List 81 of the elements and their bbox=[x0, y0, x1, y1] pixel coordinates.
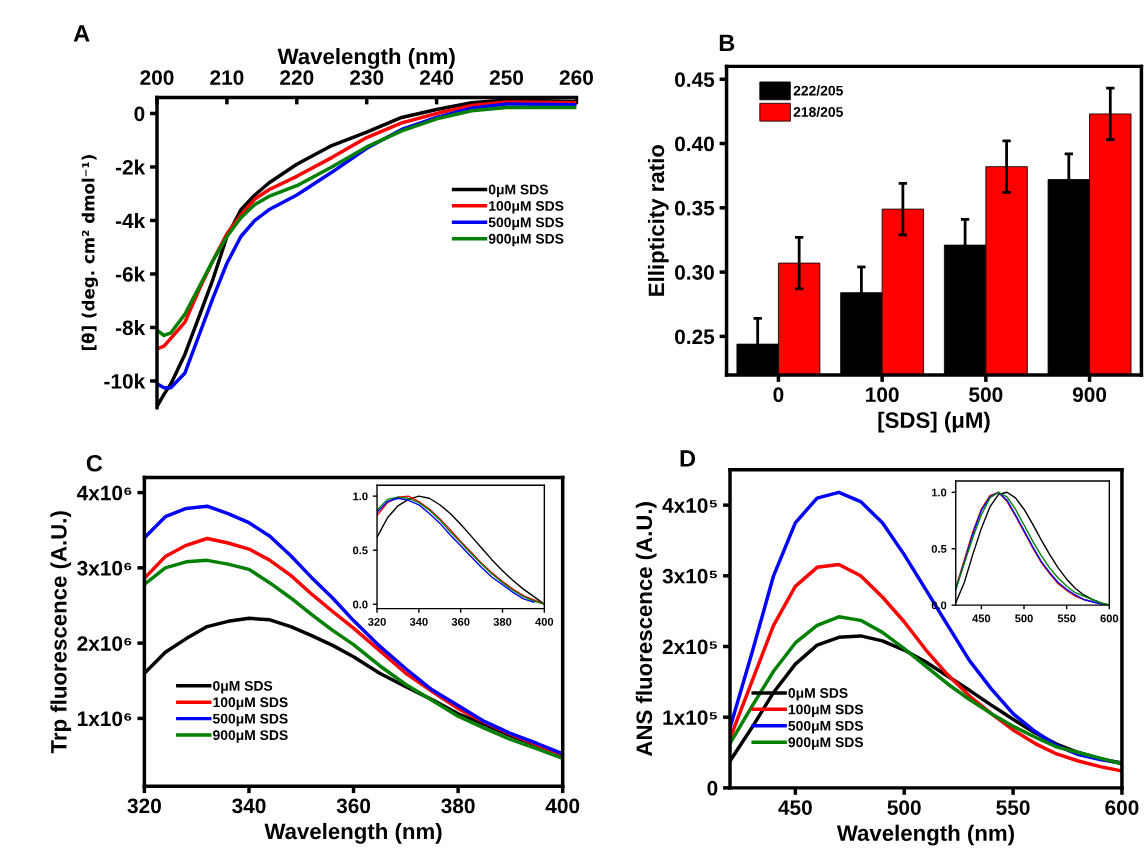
legend-label: 500μM SDS bbox=[788, 720, 864, 734]
y-tick-label: 0 bbox=[134, 106, 145, 122]
y-tick-label: 0.0 bbox=[353, 600, 368, 609]
x-axis-title: Wavelength (nm) bbox=[264, 822, 442, 844]
legend-label: 100μM SDS bbox=[213, 697, 288, 710]
x-tick-label: 400 bbox=[545, 798, 580, 814]
x-tick-label: 210 bbox=[210, 70, 244, 85]
x-tick-label: 0 bbox=[773, 387, 784, 403]
x-tick-label: 320 bbox=[368, 617, 386, 626]
y-tick-label: 2x10⁶ bbox=[77, 636, 132, 651]
y-tick-label: -10k bbox=[104, 373, 146, 389]
legend-label: 100μM SDS bbox=[788, 704, 864, 718]
y-tick-label: 4x10⁶ bbox=[76, 485, 132, 501]
x-tick-label: 380 bbox=[493, 617, 512, 626]
y-axis-title: Ellipticity ratio bbox=[647, 144, 669, 296]
x-tick-label: 600 bbox=[1105, 800, 1139, 815]
line-series bbox=[730, 562, 1122, 773]
y-tick-label: 0.35 bbox=[675, 200, 715, 216]
y-tick-label: 0 bbox=[707, 780, 718, 796]
y-axis-title: ANS fluorescence (A.U.) bbox=[635, 502, 657, 757]
y-tick-label: -4k bbox=[115, 212, 146, 229]
y-tick-label: 0.40 bbox=[675, 136, 714, 152]
x-tick-label: 600 bbox=[1100, 614, 1119, 623]
x-axis-title: Wavelength (nm) bbox=[836, 824, 1014, 846]
chart-title: A bbox=[73, 25, 90, 42]
y-tick-label: -6k bbox=[115, 266, 146, 282]
y-axis-title: Trp fluorescence (A.U.) bbox=[50, 511, 72, 754]
legend-label: 222/205 bbox=[793, 85, 843, 96]
y-tick-label: 1x10⁵ bbox=[663, 710, 717, 725]
y-tick-label: -8k bbox=[115, 319, 146, 336]
legend-label: 900μM SDS bbox=[788, 737, 864, 750]
y-tick-label: 1x10⁶ bbox=[77, 711, 132, 727]
y-tick-label: 1.0 bbox=[353, 492, 368, 501]
y-tick-label: 4x10⁵ bbox=[662, 498, 717, 513]
x-tick-label: 260 bbox=[559, 70, 593, 85]
legend-label: 900μM SDS bbox=[488, 233, 564, 247]
legend-label: 0μM SDS bbox=[788, 688, 848, 701]
chart-title: C bbox=[86, 454, 103, 472]
y-tick-label: 0.30 bbox=[675, 265, 714, 280]
y-axis-title: [θ] (deg. cm² dmol⁻¹) bbox=[81, 155, 98, 351]
y-tick-label: 0.45 bbox=[675, 72, 715, 87]
x-tick-label: 340 bbox=[232, 798, 266, 814]
x-axis-title: Wavelength (nm) bbox=[277, 47, 455, 69]
chart-title: D bbox=[680, 450, 696, 467]
y-tick-label: 0.5 bbox=[931, 544, 947, 553]
legend-label: 0μM SDS bbox=[213, 680, 273, 694]
legend-label: 500μM SDS bbox=[212, 713, 288, 727]
x-tick-label: 500 bbox=[969, 387, 1003, 403]
y-tick-label: 0.5 bbox=[353, 546, 368, 555]
y-tick-label: 2x10⁵ bbox=[662, 639, 717, 655]
x-tick-label: 900 bbox=[1072, 387, 1107, 403]
x-tick-label: 240 bbox=[419, 70, 454, 85]
x-tick-label: 100 bbox=[866, 387, 899, 403]
y-tick-label: 3x10⁵ bbox=[662, 568, 717, 584]
chart-title: B bbox=[719, 34, 735, 51]
x-axis-title: [SDS] (μM) bbox=[878, 411, 990, 433]
y-tick-label: 0.25 bbox=[675, 329, 715, 345]
x-tick-label: 450 bbox=[972, 614, 991, 623]
y-tick-label: 3x10⁶ bbox=[77, 560, 132, 576]
legend-label: 900μM SDS bbox=[213, 730, 288, 743]
legend-label: 500μM SDS bbox=[488, 217, 564, 230]
x-tick-label: 340 bbox=[409, 617, 428, 626]
x-tick-label: 230 bbox=[350, 70, 384, 85]
x-tick-label: 450 bbox=[778, 800, 812, 815]
y-tick-label: -2k bbox=[115, 159, 146, 175]
x-tick-label: 550 bbox=[1057, 614, 1076, 623]
legend-label: 218/205 bbox=[793, 106, 843, 118]
x-tick-label: 200 bbox=[140, 70, 174, 85]
legend-label: 100μM SDS bbox=[489, 201, 564, 214]
x-tick-label: 500 bbox=[1015, 614, 1033, 623]
x-tick-label: 320 bbox=[127, 798, 161, 814]
x-tick-label: 500 bbox=[887, 800, 921, 815]
x-tick-label: 550 bbox=[996, 800, 1030, 815]
legend-label: 0μM SDS bbox=[488, 184, 548, 198]
x-tick-label: 380 bbox=[441, 798, 475, 814]
x-tick-label: 250 bbox=[489, 70, 524, 85]
x-tick-label: 400 bbox=[535, 617, 554, 626]
x-tick-label: 360 bbox=[451, 617, 470, 626]
x-tick-label: 220 bbox=[280, 70, 314, 85]
y-tick-label: 1.0 bbox=[931, 488, 947, 497]
x-tick-label: 360 bbox=[336, 798, 371, 814]
